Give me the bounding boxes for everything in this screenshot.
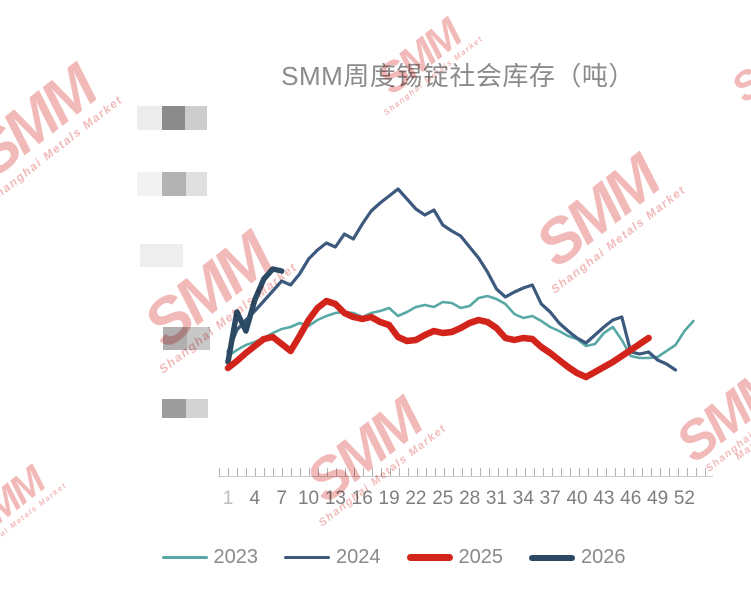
x-tick-label: 13 [324, 488, 346, 509]
legend-line-swatch [161, 556, 208, 559]
chart-title: SMM周度锡锭社会库存（吨） [281, 61, 635, 91]
y-tick-label-redacted [140, 244, 183, 267]
legend: 2023 2024 2025 2026 [18, 546, 751, 569]
legend-item-2025[interactable]: 2025 [406, 546, 504, 569]
x-tick-label: 16 [351, 488, 373, 509]
x-tick-label: 37 [539, 488, 561, 509]
x-tick-label: 19 [378, 488, 400, 509]
x-tick-label: 10 [297, 488, 320, 509]
x-tick-label: 31 [485, 488, 508, 509]
series-line-2024 [226, 187, 678, 372]
legend-label: 2026 [581, 546, 626, 568]
x-tick-label: 4 [249, 488, 261, 509]
legend-line-swatch [406, 554, 453, 561]
x-tick-label: 43 [593, 488, 615, 509]
x-tick-label: 28 [459, 488, 481, 509]
series-line-2026 [225, 266, 285, 365]
legend-line-swatch [529, 554, 575, 561]
y-tick-label-redacted [163, 327, 210, 350]
x-tick-label: 1 [222, 488, 234, 509]
y-tick-label-redacted [162, 399, 208, 418]
x-tick-label: 34 [512, 488, 534, 509]
legend-item-2026[interactable]: 2026 [529, 546, 626, 569]
legend-item-2023[interactable]: 2023 [161, 546, 259, 569]
legend-label: 2025 [458, 546, 504, 568]
y-tick-label-redacted [137, 106, 207, 130]
series-line-2025 [224, 297, 652, 381]
x-tick-label: 49 [647, 488, 669, 509]
legend-label: 2024 [336, 546, 381, 568]
x-tick-label: 46 [620, 488, 642, 509]
x-tick-label: 25 [432, 488, 454, 509]
y-tick-label-redacted [137, 172, 207, 196]
x-tick-label: 52 [673, 488, 696, 509]
legend-item-2024[interactable]: 2024 [284, 546, 381, 569]
x-tick-label: 40 [566, 488, 588, 509]
x-tick-label: 7 [276, 488, 287, 509]
x-tick-label: 22 [405, 488, 427, 509]
legend-label: 2023 [213, 546, 259, 568]
legend-line-swatch [284, 556, 330, 559]
x-axis-labels: 1 4 7 10 13 16 19 22 25 28 31 34 37 40 43 46 49 52 [0, 488, 751, 512]
